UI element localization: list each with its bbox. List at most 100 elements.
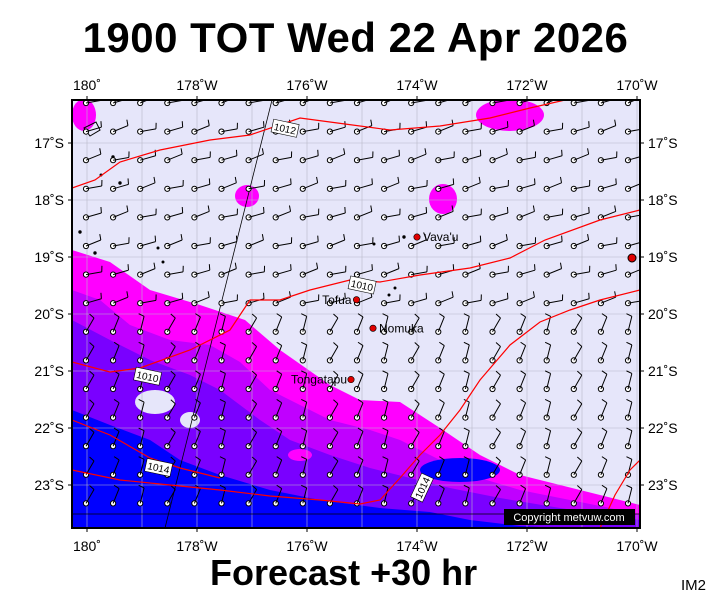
wind-barb-shaft <box>221 299 238 304</box>
wind-barb-feather <box>316 176 319 183</box>
wind-barb-shaft <box>573 212 590 218</box>
wind-barb-feather <box>235 91 236 97</box>
wind-barb-feather <box>382 370 389 374</box>
wind-barb-feather <box>138 313 145 317</box>
wind-barb-feather <box>414 399 420 405</box>
wind-barb-shaft <box>275 431 283 447</box>
wind-barb-shaft <box>600 402 608 418</box>
wind-barb-shaft <box>465 214 482 218</box>
y-tick-label-right: 21˚S <box>648 363 678 379</box>
forecast-subtitle: Forecast +30 hr <box>210 552 478 593</box>
wind-barb-feather <box>219 484 226 489</box>
wind-barb-feather <box>626 313 633 317</box>
wind-barb-feather <box>576 313 583 319</box>
wind-barb-feather <box>626 427 633 432</box>
wind-barb-shaft <box>275 269 292 276</box>
wind-barb-feather <box>439 484 445 489</box>
wind-barb-shaft <box>302 214 319 218</box>
wind-barb-feather <box>601 399 608 404</box>
wind-barb-shaft <box>275 156 292 161</box>
wind-barb-shaft <box>356 316 364 332</box>
wind-barb-shaft <box>112 210 129 218</box>
wind-barb-shaft <box>519 125 535 133</box>
wind-barb-feather <box>357 370 364 375</box>
wind-barb-shaft <box>437 488 445 504</box>
wind-barb-feather <box>89 313 95 319</box>
wind-barb-feather <box>170 427 176 433</box>
wind-barb-shaft <box>600 156 617 161</box>
wind-barb-shaft <box>275 373 283 390</box>
wind-barb-shaft <box>465 128 482 133</box>
wind-barb-shaft <box>627 344 633 361</box>
place-label: Nomuka <box>379 321 424 335</box>
place-marker <box>347 376 355 384</box>
isobar-value: 1012 <box>273 122 297 137</box>
wind-barb-shaft <box>383 155 400 161</box>
x-tick-label-top: 178˚W <box>176 77 218 93</box>
wind-station <box>137 157 144 164</box>
image-id-label: IM2 <box>681 577 707 594</box>
wind-barb-shaft <box>546 316 552 332</box>
isobar-value: 1010 <box>135 370 159 385</box>
wind-barb-feather <box>601 341 608 346</box>
y-tick-label-right: 22˚S <box>648 420 678 436</box>
wind-barb-shaft <box>275 296 291 304</box>
wind-barb-shaft <box>519 210 535 218</box>
wind-barb-feather <box>544 341 551 346</box>
wind-barb-shaft <box>519 431 527 447</box>
wind-barb-feather <box>153 262 156 269</box>
wind-barb-shaft <box>465 299 482 304</box>
wind-barb-shaft <box>573 374 583 390</box>
wind-barb-shaft <box>519 345 527 361</box>
wind-station <box>164 500 171 507</box>
graticule <box>72 100 640 528</box>
wind-barb-feather <box>495 370 501 376</box>
wind-barb-shaft <box>627 269 640 276</box>
wind-barb-shaft <box>573 239 589 247</box>
wind-barb-shaft <box>85 239 102 247</box>
wind-barb-feather <box>439 456 445 461</box>
y-tick-label-left: 17˚S <box>34 135 64 151</box>
wind-barb-shaft <box>221 182 237 190</box>
wind-barb-shaft <box>465 241 481 247</box>
wind-barb-shaft <box>139 316 145 332</box>
wind-barb-shaft <box>140 214 157 218</box>
wind-barb-shaft <box>492 271 509 276</box>
wind-barb-feather <box>138 399 145 403</box>
wind-barb-feather <box>544 484 551 489</box>
wind-barb-shaft <box>140 241 156 247</box>
wind-barb-shaft <box>302 459 308 475</box>
wind-barb-feather <box>113 484 120 489</box>
wind-barb-feather <box>219 341 226 346</box>
wind-barb-shaft <box>356 488 364 504</box>
wind-barb-shaft <box>492 185 509 190</box>
wind-barb-shaft <box>573 317 583 333</box>
wind-barb-shaft <box>600 210 616 218</box>
wind-barb-shaft <box>302 373 308 390</box>
wind-barb-feather <box>626 399 633 403</box>
wind-barb-shaft <box>410 432 420 447</box>
wind-barb-feather <box>463 370 470 374</box>
wind-barb-shaft <box>573 298 590 304</box>
wind-barb-feather <box>288 205 292 212</box>
wind-barb-shaft <box>85 374 95 390</box>
wind-barb-shaft <box>167 298 183 304</box>
wind-barb-feather <box>301 313 307 317</box>
wind-barb-feather <box>126 205 129 212</box>
wind-barb-feather <box>424 234 427 241</box>
wind-barb-feather <box>576 427 583 433</box>
wind-barb-shaft <box>411 271 428 276</box>
wind-barb-shaft <box>519 242 536 247</box>
wind-barb-shaft <box>329 460 339 476</box>
wind-barb-feather <box>207 205 210 212</box>
wind-barb-shaft <box>519 183 536 190</box>
wind-barb-feather <box>357 456 364 461</box>
wind-barb-feather <box>439 399 445 404</box>
wind-barb-shaft <box>600 488 608 504</box>
wind-barb-feather <box>520 341 526 346</box>
wind-barb-feather <box>495 427 501 433</box>
wind-barb-shaft <box>329 317 339 333</box>
wind-station <box>137 242 144 250</box>
wind-barb-feather <box>439 313 445 318</box>
